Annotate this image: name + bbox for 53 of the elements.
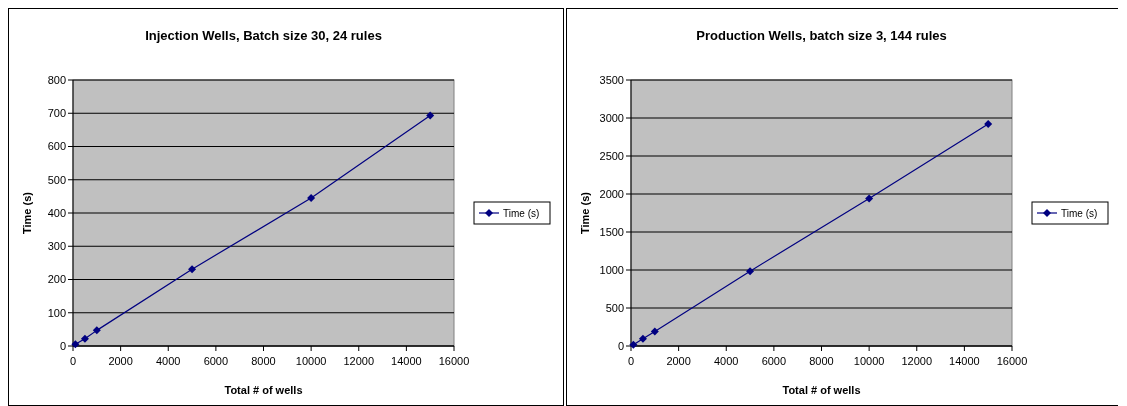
point: [650, 327, 659, 336]
point: [746, 267, 755, 276]
point: [638, 334, 647, 343]
x-tick-label: 6000: [203, 355, 229, 367]
legend-label: Time (s): [1061, 207, 1098, 219]
x-tick-label: 4000: [156, 355, 181, 367]
point: [307, 194, 316, 203]
x-tick-label: 8000: [809, 355, 834, 367]
y-axis-title: Time (s): [579, 191, 591, 234]
y-tick-label: 1500: [599, 225, 624, 238]
x-tick-label: 16000: [438, 355, 470, 367]
y-axis-title: Time (s): [21, 191, 33, 234]
y-tick-label: 0: [617, 339, 624, 352]
x-tick-label: 12000: [901, 355, 933, 367]
y-tick-label: 0: [59, 339, 66, 352]
y-tick-label: 700: [47, 107, 66, 120]
y-tick-label: 400: [47, 206, 66, 219]
y-tick-label: 500: [605, 301, 624, 314]
y-tick-label: 2500: [599, 149, 624, 162]
y-tick-label: 3500: [599, 73, 624, 86]
x-tick-label: 16000: [996, 355, 1028, 367]
y-tick-label: 200: [47, 273, 66, 286]
x-tick-label: 0: [627, 355, 635, 367]
point: [80, 334, 89, 343]
x-tick-label: 10000: [295, 355, 327, 367]
x-axis-title: Total # of wells: [224, 384, 303, 396]
chart-title: Production Wells, batch size 3, 144 rules: [696, 28, 947, 43]
point: [426, 111, 435, 120]
y-tick-label: 800: [47, 73, 66, 86]
x-tick-label: 0: [69, 355, 77, 367]
y-tick-label: 3000: [599, 111, 624, 124]
y-tick-label: 500: [47, 173, 66, 186]
point: [188, 265, 197, 274]
point: [865, 194, 874, 203]
y-tick-label: 100: [47, 306, 66, 319]
y-tick-label: 2000: [599, 187, 624, 200]
y-tick-label: 600: [47, 140, 66, 153]
x-tick-label: 4000: [714, 355, 739, 367]
x-axis-title: Total # of wells: [782, 384, 861, 396]
y-tick-label: 1000: [599, 263, 624, 276]
y-tick-label: 300: [47, 240, 66, 253]
x-tick-label: 6000: [761, 355, 787, 367]
point: [92, 326, 101, 335]
x-tick-label: 14000: [949, 355, 980, 367]
x-tick-label: 2000: [666, 355, 691, 367]
x-tick-label: 2000: [108, 355, 133, 367]
point: [984, 120, 993, 129]
legend-label: Time (s): [503, 207, 540, 219]
x-tick-label: 14000: [391, 355, 422, 367]
x-tick-label: 10000: [853, 355, 885, 367]
x-tick-label: 8000: [251, 355, 276, 367]
chart-title: Injection Wells, Batch size 30, 24 rules: [145, 28, 382, 43]
x-tick-label: 12000: [343, 355, 375, 367]
